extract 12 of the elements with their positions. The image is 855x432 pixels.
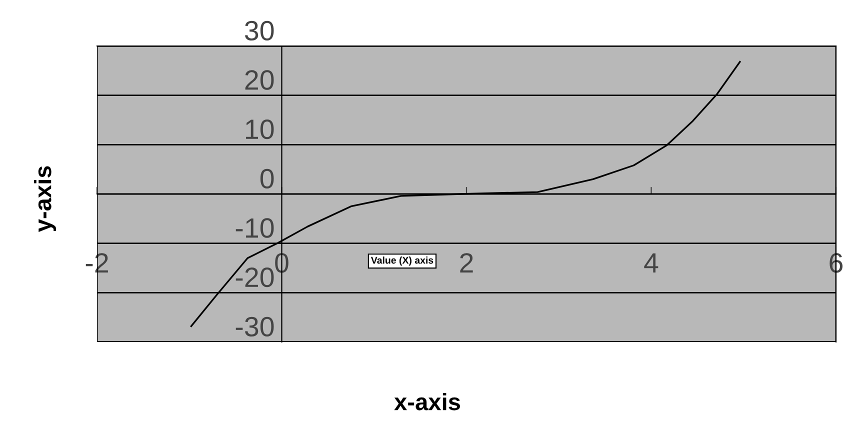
- y-tick-label: 30: [244, 20, 274, 41]
- x-tick-label: 4: [644, 253, 658, 272]
- y-tick-label: -10: [236, 218, 274, 238]
- y-tick-label: 0: [260, 168, 274, 189]
- y-axis-title: y-axis: [34, 166, 56, 232]
- x-axis-title: x-axis: [394, 392, 460, 410]
- y-tick-label: 10: [246, 120, 274, 140]
- annotation: Value (X) axis: [370, 256, 434, 266]
- y-tick-label: -30: [236, 316, 274, 337]
- y-tick-label: 20: [245, 70, 274, 90]
- y-tick-label: -20: [236, 268, 274, 288]
- x-tick-label: 2: [460, 253, 473, 272]
